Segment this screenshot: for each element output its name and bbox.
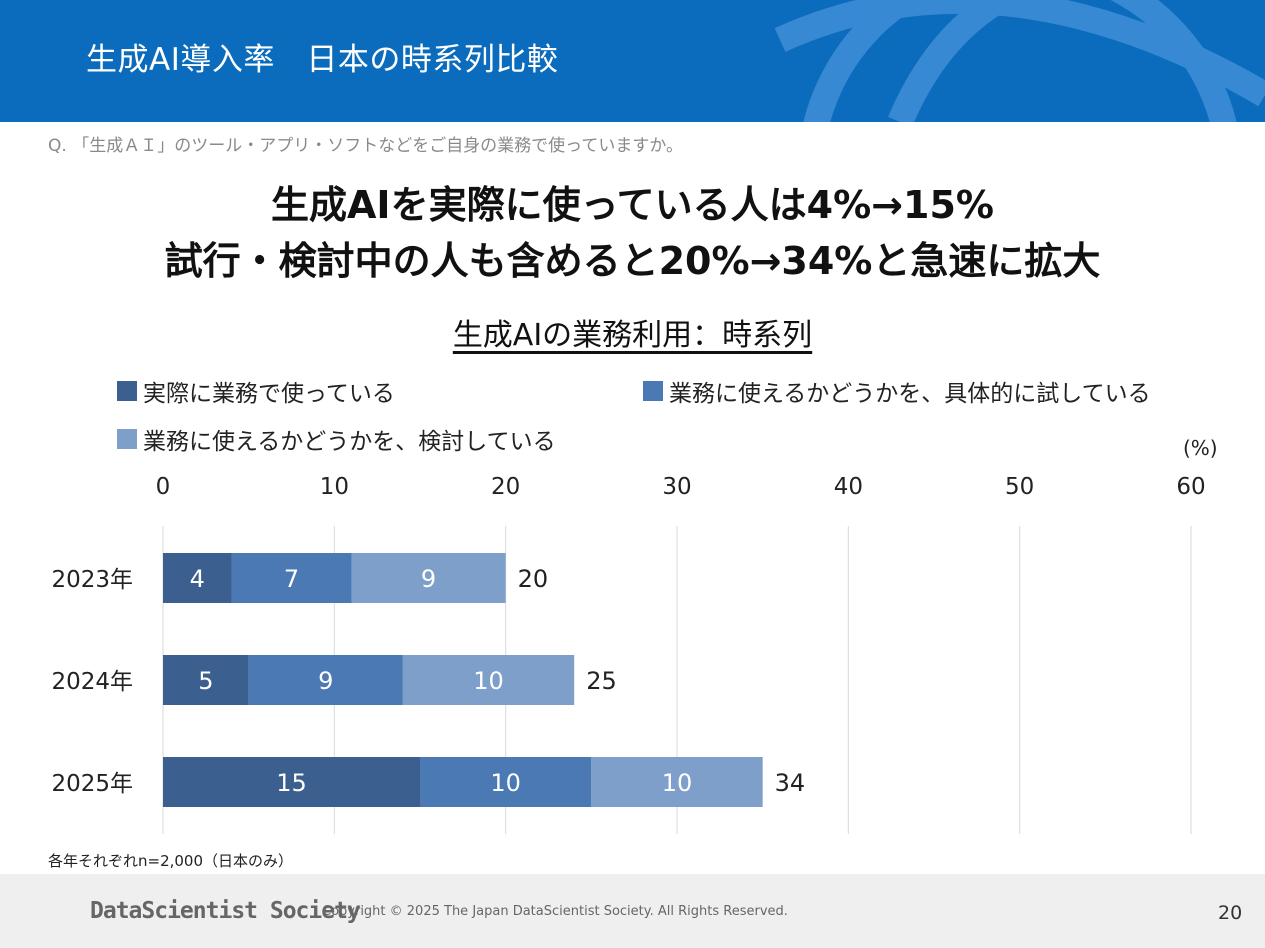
legend-swatch xyxy=(643,381,663,401)
bar-total-label: 34 xyxy=(775,769,806,797)
bar-segment xyxy=(591,757,763,807)
brand-logo: DataScientist Society xyxy=(90,898,361,924)
x-tick-label: 0 xyxy=(156,474,171,500)
page-title: 生成AI導入率 日本の時系列比較 xyxy=(86,42,559,78)
bar-segment xyxy=(163,553,232,603)
bar-value-label: 4 xyxy=(190,565,205,593)
legend-label: 業務に使えるかどうかを、具体的に試している xyxy=(669,381,1151,407)
chart-title: 生成AIの業務利用：時系列 xyxy=(452,318,813,353)
bar-segment xyxy=(163,655,249,705)
bar-value-label: 10 xyxy=(662,769,693,797)
bar-value-label: 10 xyxy=(473,667,504,695)
legend-item-considering: 業務に使えるかどうかを、検討している xyxy=(117,422,556,456)
bar-segment xyxy=(248,655,403,705)
copyright-text: Copyright © 2025 The Japan DataScientist… xyxy=(322,904,788,919)
bar-segment xyxy=(402,655,575,705)
legend-label: 実際に業務で使っている xyxy=(143,381,395,407)
legend-label: 業務に使えるかどうかを、検討している xyxy=(143,429,556,455)
bar-value-label: 5 xyxy=(198,667,213,695)
sample-note: 各年それぞれn=2,000（日本のみ） xyxy=(48,852,294,870)
x-tick-label: 30 xyxy=(662,474,691,500)
legend-swatch xyxy=(117,381,137,401)
category-label: 2023年 xyxy=(51,567,133,593)
x-tick-label: 50 xyxy=(1005,474,1034,500)
x-tick-label: 40 xyxy=(834,474,863,500)
bar-total-label: 20 xyxy=(518,565,549,593)
headline-line-1: 生成AIを実際に使っている人は4%→15% xyxy=(271,183,994,227)
category-label: 2025年 xyxy=(51,771,133,797)
header-banner: 生成AI導入率 日本の時系列比較 xyxy=(0,0,1265,122)
bar-value-label: 10 xyxy=(490,769,521,797)
bar-value-label: 9 xyxy=(421,565,436,593)
x-tick-label: 20 xyxy=(491,474,520,500)
footer: DataScientist Society Copyright © 2025 T… xyxy=(0,874,1265,948)
legend-item-actual-use: 実際に業務で使っている xyxy=(117,374,395,408)
legend-item-trialing: 業務に使えるかどうかを、具体的に試している xyxy=(643,374,1151,408)
bar-segment xyxy=(420,757,592,807)
page-number: 20 xyxy=(1218,902,1243,924)
bar-value-label: 15 xyxy=(276,769,307,797)
survey-question: Q. 「生成ＡＩ」のツール・アプリ・ソフトなどをご自身の業務で使っていますか。 xyxy=(48,136,683,156)
bar-value-label: 9 xyxy=(318,667,333,695)
legend-swatch xyxy=(117,429,137,449)
headline-line-2: 試行・検討中の人も含めると20%→34%と急速に拡大 xyxy=(164,239,1101,283)
bar-segment xyxy=(231,553,352,603)
unit-label: (%) xyxy=(1183,436,1218,460)
x-tick-label: 60 xyxy=(1176,474,1205,500)
category-label: 2024年 xyxy=(51,669,133,695)
bar-segment xyxy=(351,553,506,603)
bar-total-label: 25 xyxy=(586,667,617,695)
x-tick-label: 10 xyxy=(320,474,349,500)
bar-segment xyxy=(163,757,420,807)
globe-decoration-icon xyxy=(774,0,1265,122)
bar-value-label: 7 xyxy=(284,565,299,593)
